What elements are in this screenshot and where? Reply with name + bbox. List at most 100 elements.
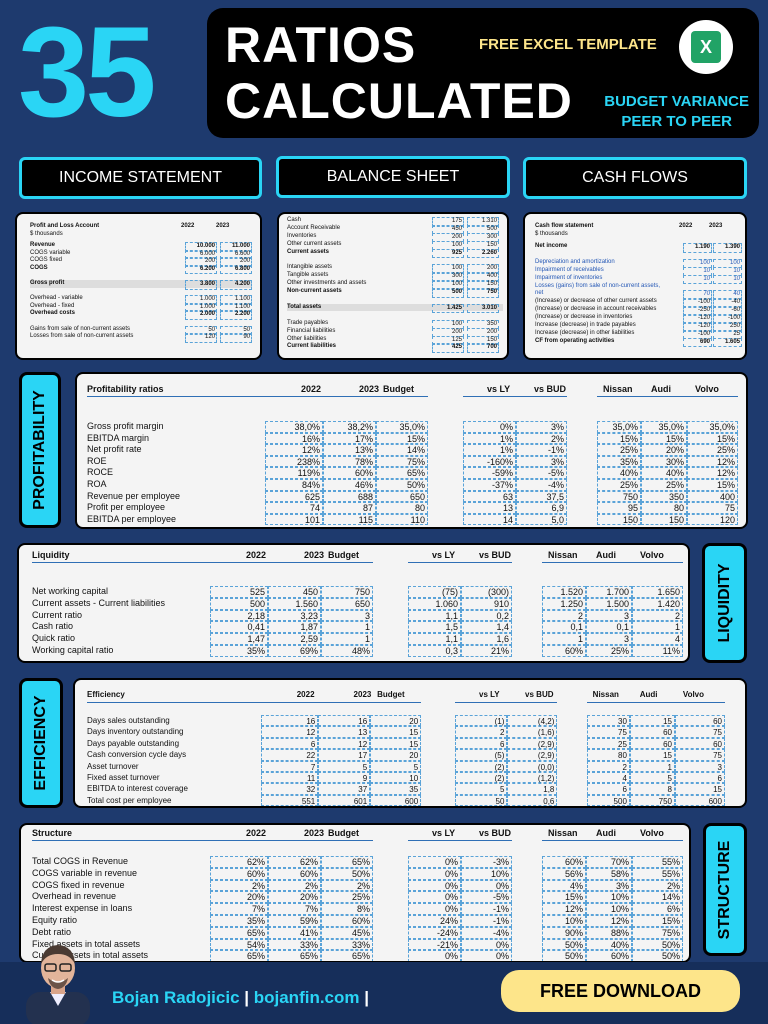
- cell: 35: [370, 783, 422, 795]
- cell: 0%: [461, 879, 512, 892]
- header-underline: [455, 702, 558, 703]
- cell: 30: [586, 715, 630, 727]
- table-row: EBITDA per employee 101 115 110 14 5,0 150 150 1…: [87, 513, 742, 526]
- cell: 50%: [632, 938, 683, 951]
- cell: 1,47: [210, 633, 268, 645]
- cell: 16: [318, 715, 371, 727]
- fs-cell: 200: [220, 257, 252, 267]
- cell: 101: [265, 513, 323, 526]
- cell: 70%: [586, 856, 632, 868]
- fs-row-label: Current assets: [287, 248, 330, 255]
- cell: 40%: [586, 938, 632, 951]
- author-line: Bojan Radojicic | bojanfin.com |: [112, 988, 369, 1008]
- row-label: Net working capital: [32, 586, 109, 596]
- fs-cell: 25: [713, 329, 742, 340]
- cell: 1.650: [632, 586, 683, 598]
- table-row: EBITDA margin 16% 17% 15% 1% 2% 15% 15% 15%: [87, 432, 742, 445]
- fs-cell: 200: [432, 232, 464, 243]
- column-header: 2023: [353, 690, 372, 699]
- fs-row-label: Revenue: [30, 242, 56, 248]
- cell: 17%: [323, 432, 376, 445]
- fs-row: (Increase) or decrease in inventories -12…: [535, 314, 742, 324]
- fs-cell: 300: [432, 272, 464, 282]
- cell: 20%: [268, 891, 321, 904]
- fs-cell: 925: [432, 248, 464, 259]
- fs-row-label: Increase (decrease) in other liabilities: [535, 329, 635, 336]
- cell: 1.420: [632, 597, 683, 610]
- cell: 119%: [265, 467, 323, 479]
- cell: -5%: [461, 891, 512, 904]
- author-separator-2: |: [359, 988, 369, 1007]
- column-header: vs BUD: [479, 550, 512, 560]
- table-title: Liquidity: [32, 550, 70, 560]
- row-label: EBITDA to interest coverage: [87, 784, 188, 794]
- table-row: Quick ratio 1,47 2,59 1 1,1 1,6 1 3 4: [32, 633, 687, 645]
- cell: 37,5: [516, 490, 567, 503]
- balance-sheet-card: Cash 175 1.310 Account Receivable 450 500 Inve…: [277, 212, 509, 360]
- column-header: vs LY: [432, 828, 456, 838]
- fs-cell: -120: [683, 314, 712, 324]
- income-statement-button[interactable]: INCOME STATEMENT: [19, 157, 262, 199]
- row-label: ROCE: [87, 467, 114, 478]
- cell: 15%: [641, 432, 687, 445]
- fs-row-label: Increase (decrease) in trade payables: [535, 322, 636, 328]
- fs-row-label: (Increase) or decrease of other current …: [535, 298, 657, 305]
- fs-cell: 100: [432, 264, 464, 274]
- fs-row: Overhead costs 2.000 2.200: [30, 310, 252, 320]
- cell: 54%: [210, 938, 268, 951]
- cell: 1.500: [586, 597, 632, 610]
- pl-table: Profit and Loss Account 2022 2023 $ thousan…: [30, 223, 252, 353]
- fs-cell: 40: [713, 290, 742, 300]
- cell: 3,23: [268, 609, 321, 622]
- table-row: Total COGS in Revenue 62% 62% 65% 0% -3% 60% 70…: [32, 856, 687, 868]
- balance-sheet-button[interactable]: BALANCE SHEET: [276, 156, 510, 198]
- fs-cell: -40: [713, 298, 742, 308]
- header-underline: [597, 396, 738, 397]
- fs-cell: 2.260: [467, 248, 499, 259]
- fs-cell: -100: [683, 329, 712, 340]
- cell: 150: [641, 513, 687, 526]
- cell: -37%: [463, 479, 516, 491]
- profitability-side-label: PROFITABILITY: [19, 372, 61, 528]
- fs-row: Gross profit 3.800 4.200: [30, 280, 252, 290]
- structure-table: Structure 2022 2023 Budget vs LY vs BUD Nissan…: [32, 828, 687, 961]
- free-download-button[interactable]: FREE DOWNLOAD: [501, 970, 740, 1012]
- cell: 56%: [542, 867, 586, 880]
- cell: 25%: [597, 479, 641, 491]
- author-site-link[interactable]: bojanfin.com: [253, 988, 360, 1007]
- cell: 35,0%: [376, 421, 428, 433]
- column-header: vs LY: [487, 384, 511, 394]
- cell: 14: [463, 513, 516, 526]
- fs-cell: -60: [713, 306, 742, 316]
- fs-cell: 1.000: [185, 295, 217, 305]
- fs-cell: 3.800: [185, 280, 217, 290]
- cell: 48%: [321, 645, 373, 657]
- fs-row: net 70 40: [535, 290, 742, 300]
- cell: 0%: [461, 938, 512, 951]
- fs-row: Overhead - variable 1.000 1.100: [30, 295, 252, 305]
- fs-row: Non-current assets 500 750: [287, 288, 503, 298]
- fs-cell: 50: [220, 325, 252, 336]
- cell: 16%: [265, 432, 323, 445]
- header-underline: [542, 562, 683, 563]
- cell: (4,2): [507, 715, 558, 727]
- cell: 0%: [408, 891, 461, 904]
- header-underline: [586, 702, 725, 703]
- fs-row-label: Overhead - fixed: [30, 302, 75, 309]
- cell: 4%: [542, 879, 586, 892]
- cell: 58%: [586, 867, 632, 880]
- cell: 1,4: [461, 621, 512, 634]
- cell: 0,1: [586, 621, 632, 634]
- fs-title: Cash flow statement: [535, 223, 594, 229]
- cell: 35,0%: [641, 421, 687, 433]
- cell: 650: [376, 490, 428, 503]
- cell: 10%: [586, 891, 632, 904]
- table-row: EBITDA to interest coverage 32 37 35 5 1,8 6 8 1…: [87, 783, 729, 795]
- fs-cell: 4.200: [220, 280, 252, 290]
- cell: 110: [376, 513, 428, 526]
- fs-cell: -100: [713, 314, 742, 324]
- fs-cell: 6.600: [220, 249, 252, 260]
- cash-flows-button[interactable]: CASH FLOWS: [523, 157, 747, 199]
- table-row: Current ratio 2,18 3,23 3 1,1 0,2 2 3 2: [32, 609, 687, 622]
- cell: 1%: [463, 432, 516, 445]
